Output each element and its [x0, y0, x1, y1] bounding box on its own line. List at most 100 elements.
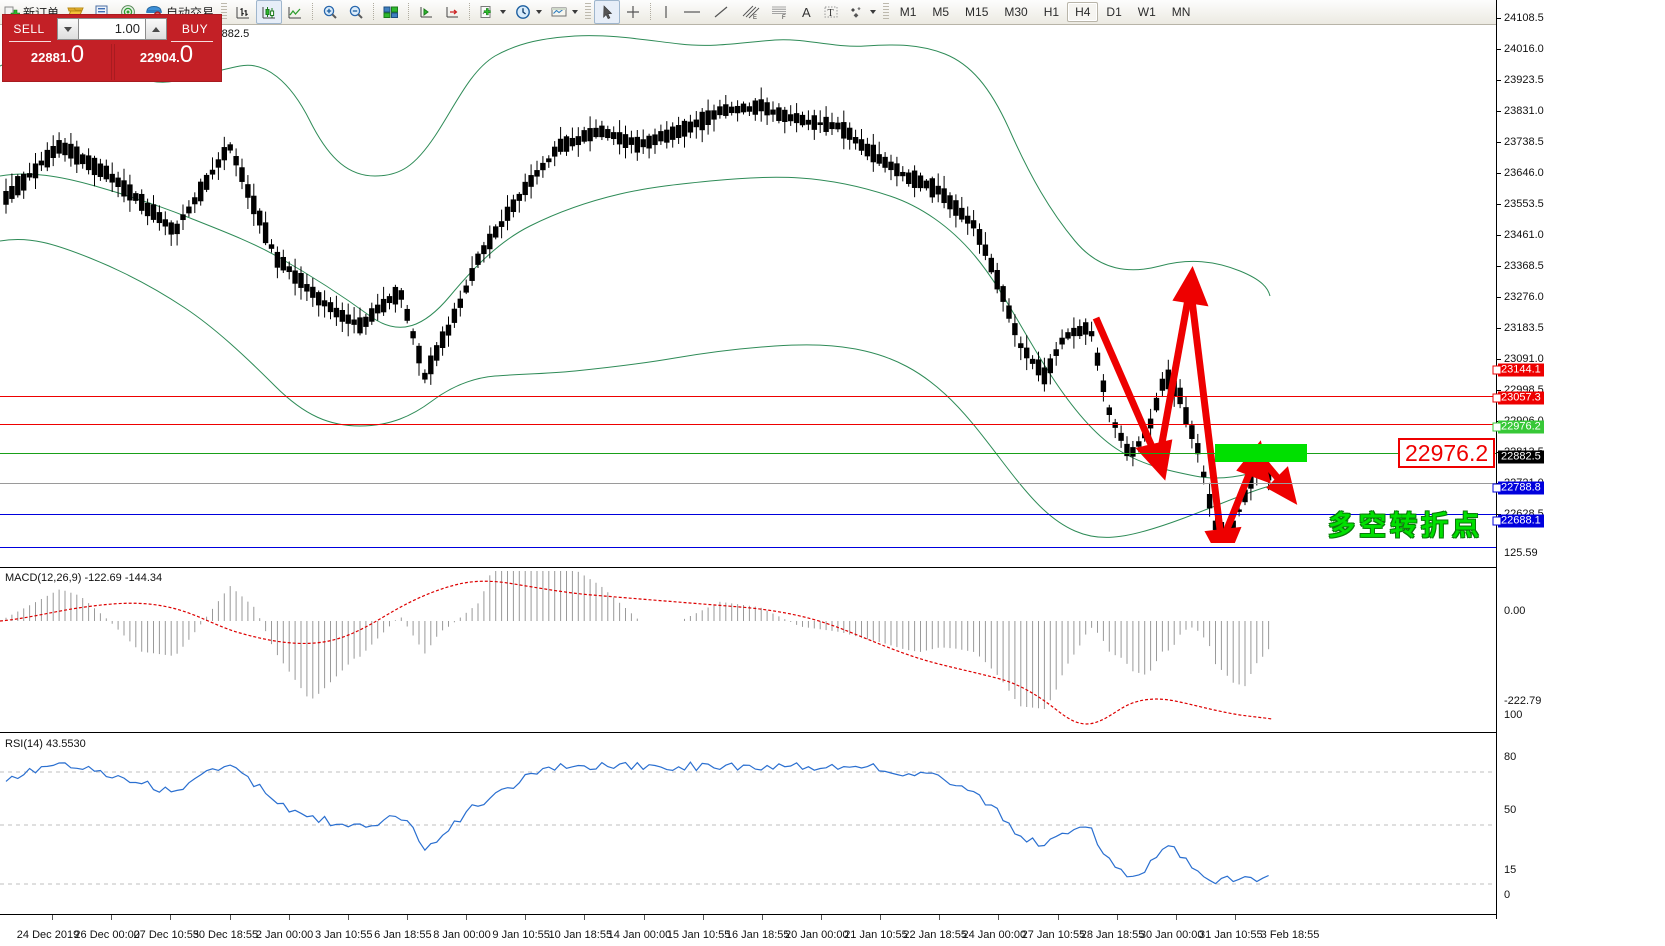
rsi-axis-label: 0	[1504, 889, 1511, 901]
main-toolbar: 新订单 自动交易	[0, 0, 1665, 27]
candle-body	[251, 195, 257, 215]
chart-area[interactable]: JPN225-,H4 22882.5 22922.5 22852.5 22882…	[0, 26, 1665, 946]
add-indicator-button[interactable]	[474, 0, 510, 24]
candle-body	[357, 317, 363, 334]
text-button[interactable]: A	[795, 0, 818, 24]
candle-body	[988, 257, 994, 273]
timeframe-w1[interactable]: W1	[1137, 5, 1156, 19]
candle-body	[681, 120, 688, 137]
rsi-indicator-label[interactable]: RSI(14) 43.5530	[5, 738, 86, 750]
time-axis-tick	[525, 915, 527, 920]
fibonacci-button[interactable]: F	[765, 0, 795, 24]
time-axis-tick	[880, 915, 882, 920]
price-axis-label: 23646.0	[1504, 167, 1544, 179]
zoom-in-button[interactable]	[317, 0, 343, 24]
buy-button[interactable]: BUY	[181, 22, 209, 36]
sell-price[interactable]: 22881. 0	[3, 43, 112, 79]
drawings-button[interactable]	[844, 0, 880, 24]
macd-indicator-label[interactable]: MACD(12,26,9) -122.69 -144.34	[5, 572, 163, 584]
toolbar-grip-2[interactable]	[585, 3, 592, 21]
timeframe-m30[interactable]: M30	[1004, 5, 1028, 19]
level-drag-handle[interactable]	[1492, 483, 1502, 493]
candle-body	[622, 134, 629, 149]
price-tag-resistance[interactable]: 23144.1	[1498, 363, 1544, 377]
zoom-out-button[interactable]	[343, 0, 369, 24]
price-axis-label: 23923.5	[1504, 74, 1544, 86]
timeframe-h1[interactable]: H1	[1043, 5, 1060, 19]
candle-body	[1024, 347, 1030, 359]
text-label-button[interactable]: T	[818, 0, 844, 24]
vertical-line-button[interactable]	[655, 0, 677, 24]
candle-body	[428, 355, 434, 375]
candle-body	[569, 137, 576, 147]
trendline-button[interactable]	[707, 0, 735, 24]
volume-decrease-button[interactable]	[57, 18, 79, 40]
timeframe-d1[interactable]: D1	[1106, 5, 1122, 19]
price-tag-support[interactable]: 22688.1	[1498, 514, 1544, 528]
support-line-22688[interactable]	[0, 547, 1496, 548]
timeframe-h4[interactable]: H4	[1067, 2, 1099, 22]
sell-button[interactable]: SELL	[13, 22, 45, 36]
toolbar-grip[interactable]	[221, 3, 228, 21]
one-click-trading-panel[interactable]: SELL 1.00 BUY 22881. 0 22904. 0	[2, 14, 222, 82]
rsi-axis-label: 80	[1504, 751, 1517, 763]
bar-chart-button[interactable]	[230, 0, 256, 24]
chart-shift-button[interactable]	[413, 0, 439, 24]
period-button[interactable]	[510, 0, 546, 24]
chinese-annotation-text[interactable]: 多空转折点	[1328, 511, 1483, 542]
level-drag-handle[interactable]	[1492, 393, 1502, 403]
candle-body	[829, 122, 835, 130]
price-callout-label[interactable]: 22976.2	[1398, 438, 1496, 469]
line-chart-button[interactable]	[282, 0, 308, 24]
svg-text:E: E	[753, 15, 757, 20]
price-scale[interactable]: 24108.5 24016.0 23923.5 23831.0 23738.5 23646…	[1492, 0, 1665, 919]
candle-body	[799, 114, 806, 126]
chevron-down-icon-3[interactable]	[572, 10, 579, 14]
buy-price[interactable]: 22904. 0	[112, 43, 221, 79]
timeframe-m15[interactable]: M15	[965, 5, 989, 19]
resistance-line-23057[interactable]	[0, 424, 1496, 425]
price-tag-resistance[interactable]: 23057.3	[1498, 391, 1544, 405]
price-tag-support[interactable]: 22788.8	[1498, 481, 1544, 495]
candle-body	[316, 292, 322, 306]
pivot-line-22976[interactable]	[0, 453, 1496, 454]
level-drag-handle[interactable]	[1492, 365, 1502, 375]
line-chart-icon	[288, 7, 302, 19]
cursor-button[interactable]	[594, 0, 621, 24]
toolbar-grip-3[interactable]	[882, 3, 889, 21]
chevron-down-icon-4[interactable]	[869, 10, 876, 14]
candlestick-chart-button[interactable]	[256, 0, 283, 24]
support-line-22788[interactable]	[0, 514, 1496, 515]
tile-windows-button[interactable]	[378, 0, 404, 24]
price-chart-canvas[interactable]	[0, 26, 1496, 543]
chevron-down-icon[interactable]	[500, 10, 507, 14]
auto-scroll-button[interactable]	[439, 0, 465, 24]
candle-body	[599, 125, 605, 138]
volume-increase-button[interactable]	[145, 18, 167, 40]
candle-body	[1183, 407, 1189, 425]
level-drag-handle[interactable]	[1492, 422, 1502, 432]
crosshair-button[interactable]	[620, 0, 646, 24]
candle-body	[876, 154, 882, 164]
folder-button[interactable]	[63, 0, 89, 24]
candle-body	[434, 345, 440, 361]
horizontal-line-button[interactable]	[677, 0, 707, 24]
price-tag-current-price[interactable]: 22882.5	[1498, 450, 1544, 464]
rsi-chart-canvas[interactable]	[0, 737, 1496, 913]
volume-stepper[interactable]: 1.00	[57, 18, 167, 40]
timeframe-m1[interactable]: M1	[899, 5, 917, 19]
time-axis-label: 10 Jan 18:55	[548, 929, 613, 941]
resistance-line-23144[interactable]	[0, 396, 1496, 397]
equidistant-channel-button[interactable]: E	[735, 0, 765, 24]
level-drag-handle[interactable]	[1492, 516, 1502, 526]
chevron-down-icon-2[interactable]	[536, 10, 543, 14]
macd-chart-canvas[interactable]	[0, 571, 1496, 731]
timeframe-mn[interactable]: MN	[1171, 5, 1191, 19]
timeframe-m5[interactable]: M5	[932, 5, 950, 19]
green-zone-rectangle[interactable]	[1215, 444, 1307, 462]
candle-body	[186, 206, 192, 214]
templates-button[interactable]	[546, 0, 582, 24]
volume-input[interactable]: 1.00	[79, 18, 145, 40]
time-axis[interactable]: 24 Dec 2019 26 Dec 00:00 27 Dec 10:55 30 De…	[0, 914, 1496, 946]
price-tag-pivot[interactable]: 22976.2	[1498, 420, 1544, 434]
